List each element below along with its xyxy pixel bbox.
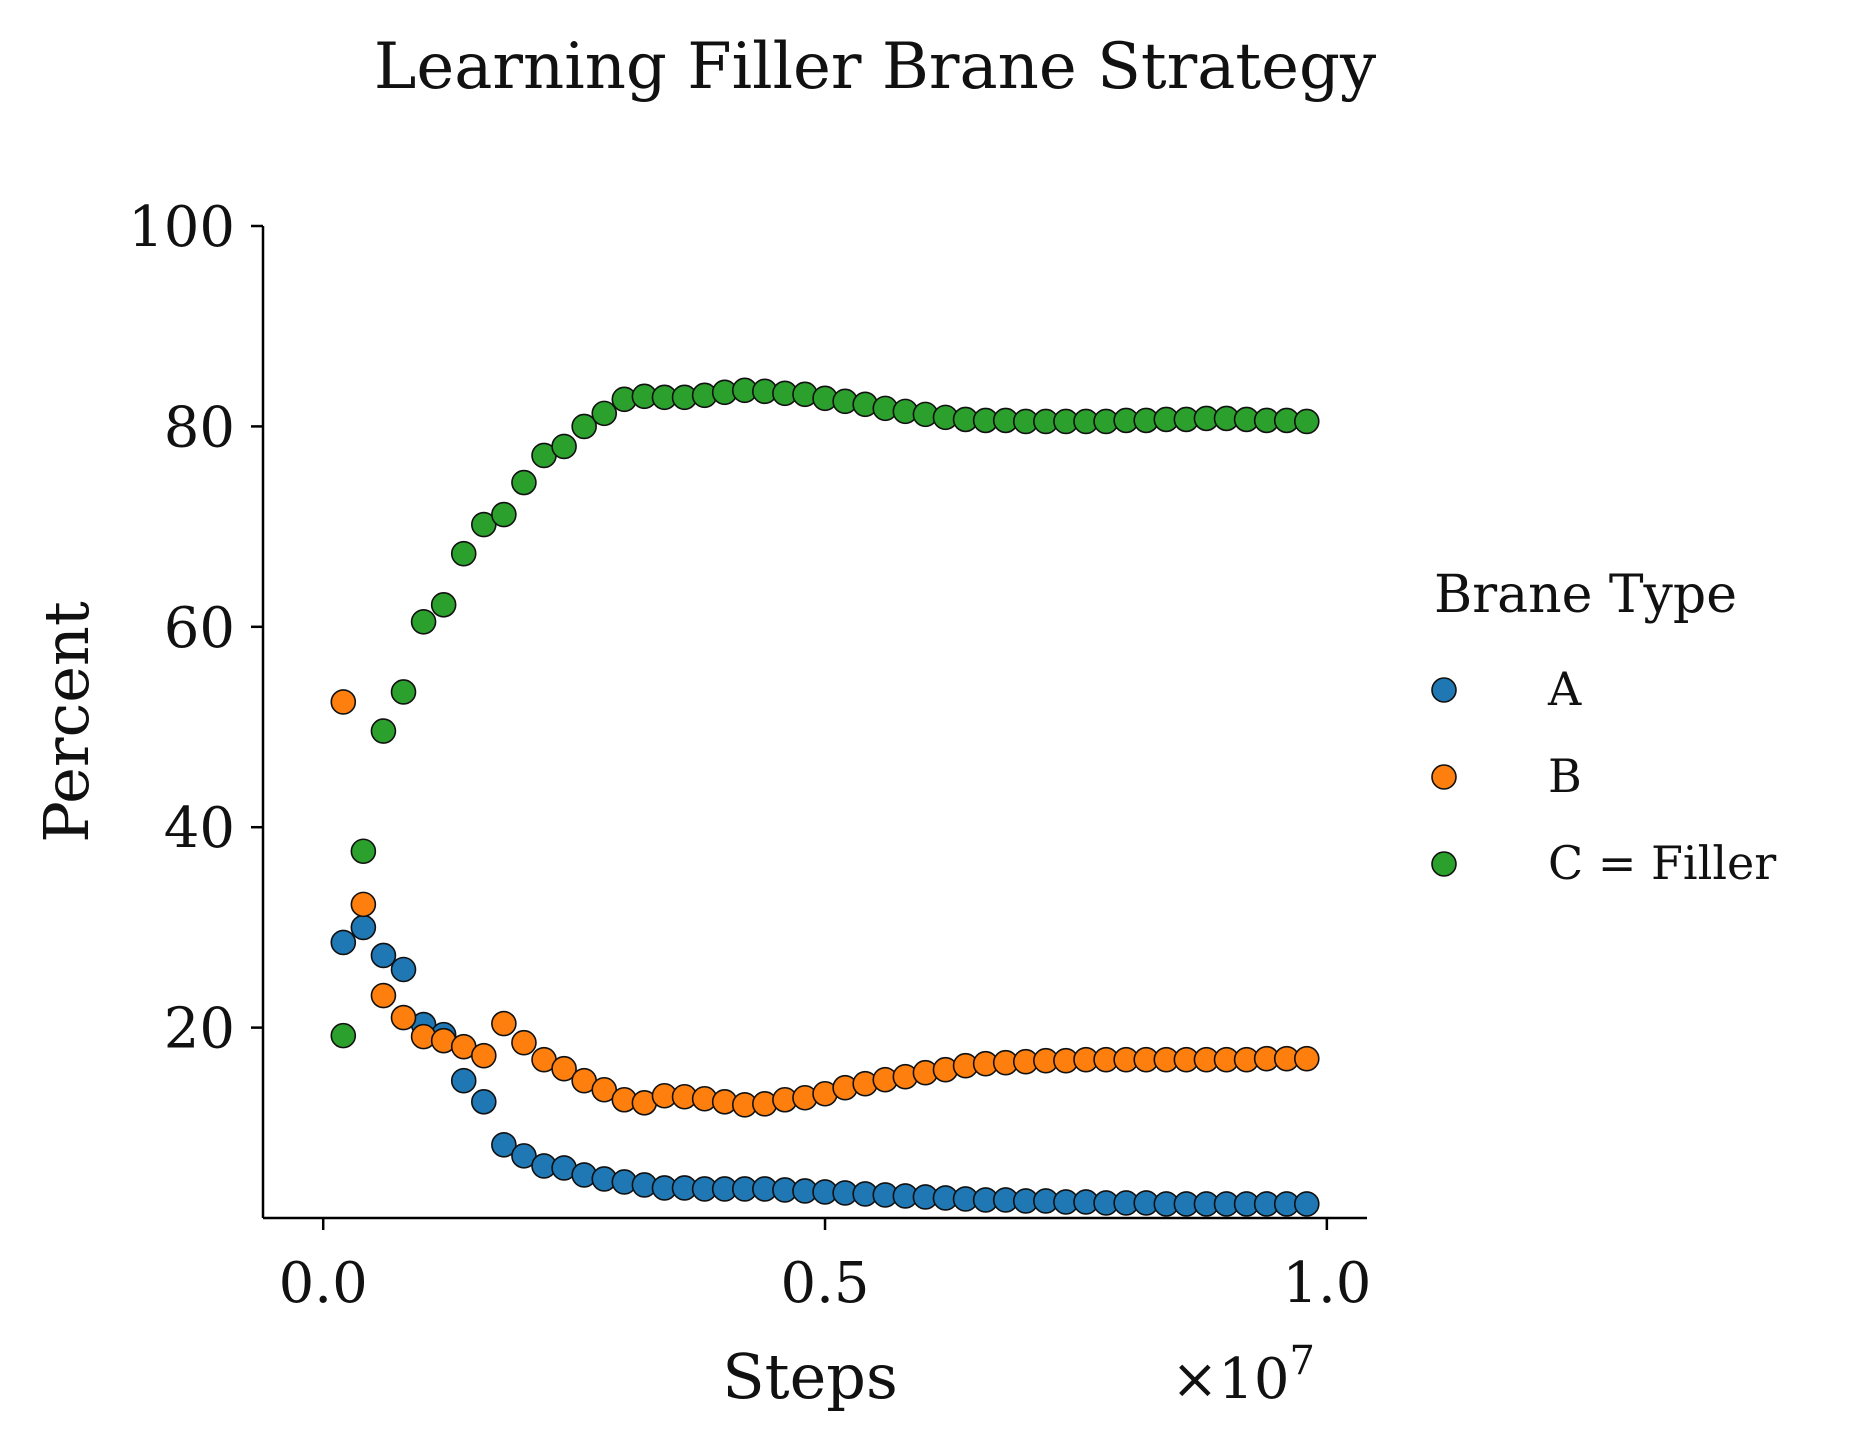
data-point bbox=[370, 982, 397, 1009]
data-point bbox=[430, 591, 457, 618]
chart-title: Learning Filler Brane Strategy bbox=[374, 30, 1376, 104]
data-point bbox=[450, 540, 477, 567]
data-point bbox=[350, 838, 377, 865]
y-tick-label: 60 bbox=[164, 596, 235, 661]
legend-label: A bbox=[1547, 662, 1582, 716]
legend-label: C = Filler bbox=[1548, 836, 1776, 890]
y-tick-label: 40 bbox=[164, 796, 235, 861]
x-axis-multiplier: ×107 bbox=[1171, 1338, 1315, 1412]
series-3-points bbox=[330, 377, 1320, 1049]
data-point bbox=[370, 718, 397, 744]
data-point bbox=[511, 1029, 537, 1056]
data-point bbox=[470, 1088, 497, 1115]
data-point bbox=[410, 608, 437, 635]
data-point bbox=[591, 400, 618, 427]
data-point bbox=[491, 501, 517, 528]
x-tick-label: 1.0 bbox=[1282, 1251, 1371, 1316]
data-point bbox=[350, 914, 377, 941]
legend: Brane Type AB C = Filler bbox=[1431, 565, 1776, 890]
data-point bbox=[1293, 1045, 1320, 1072]
data-point bbox=[551, 433, 577, 460]
series-2-points bbox=[330, 689, 1320, 1118]
axes bbox=[261, 226, 1367, 1220]
y-tick-label: 80 bbox=[164, 395, 235, 460]
legend-marker bbox=[1431, 677, 1457, 703]
x-tick-label: 0.5 bbox=[781, 1251, 870, 1316]
y-tick-label: 20 bbox=[164, 997, 235, 1062]
x-tick-label: 0.0 bbox=[279, 1251, 368, 1316]
series-1-points bbox=[330, 914, 1320, 1217]
data-point bbox=[491, 1132, 517, 1158]
x-axis-label: Steps bbox=[722, 1340, 898, 1413]
y-tick-label: 100 bbox=[128, 195, 235, 260]
legend-label: B bbox=[1548, 749, 1582, 803]
data-points bbox=[330, 377, 1320, 1217]
y-ticks: 20 40 60 80 100 bbox=[128, 195, 263, 1062]
data-point bbox=[370, 942, 397, 969]
data-point bbox=[571, 413, 597, 440]
x-ticks: 0.0 0.5 1.0 bbox=[279, 1218, 1371, 1316]
legend-title: Brane Type bbox=[1434, 565, 1737, 625]
data-point bbox=[330, 689, 357, 715]
data-point bbox=[450, 1067, 477, 1094]
data-point bbox=[470, 511, 497, 538]
data-point bbox=[511, 469, 537, 496]
data-point bbox=[330, 929, 357, 956]
data-point bbox=[350, 891, 377, 918]
data-point bbox=[491, 1010, 517, 1037]
data-point bbox=[511, 1143, 537, 1169]
x-axis-multiplier-exponent: 7 bbox=[1290, 1338, 1315, 1384]
legend-marker bbox=[1431, 851, 1457, 877]
data-point bbox=[591, 1076, 618, 1103]
data-point bbox=[1293, 1191, 1320, 1217]
data-point bbox=[390, 956, 417, 983]
data-point bbox=[470, 1042, 497, 1069]
data-point bbox=[330, 1022, 357, 1049]
y-axis-label: Percent bbox=[30, 601, 103, 843]
data-point bbox=[551, 1055, 577, 1082]
data-point bbox=[390, 679, 417, 705]
legend-marker bbox=[1431, 764, 1457, 790]
data-point bbox=[390, 1004, 417, 1031]
data-point bbox=[1293, 408, 1320, 435]
